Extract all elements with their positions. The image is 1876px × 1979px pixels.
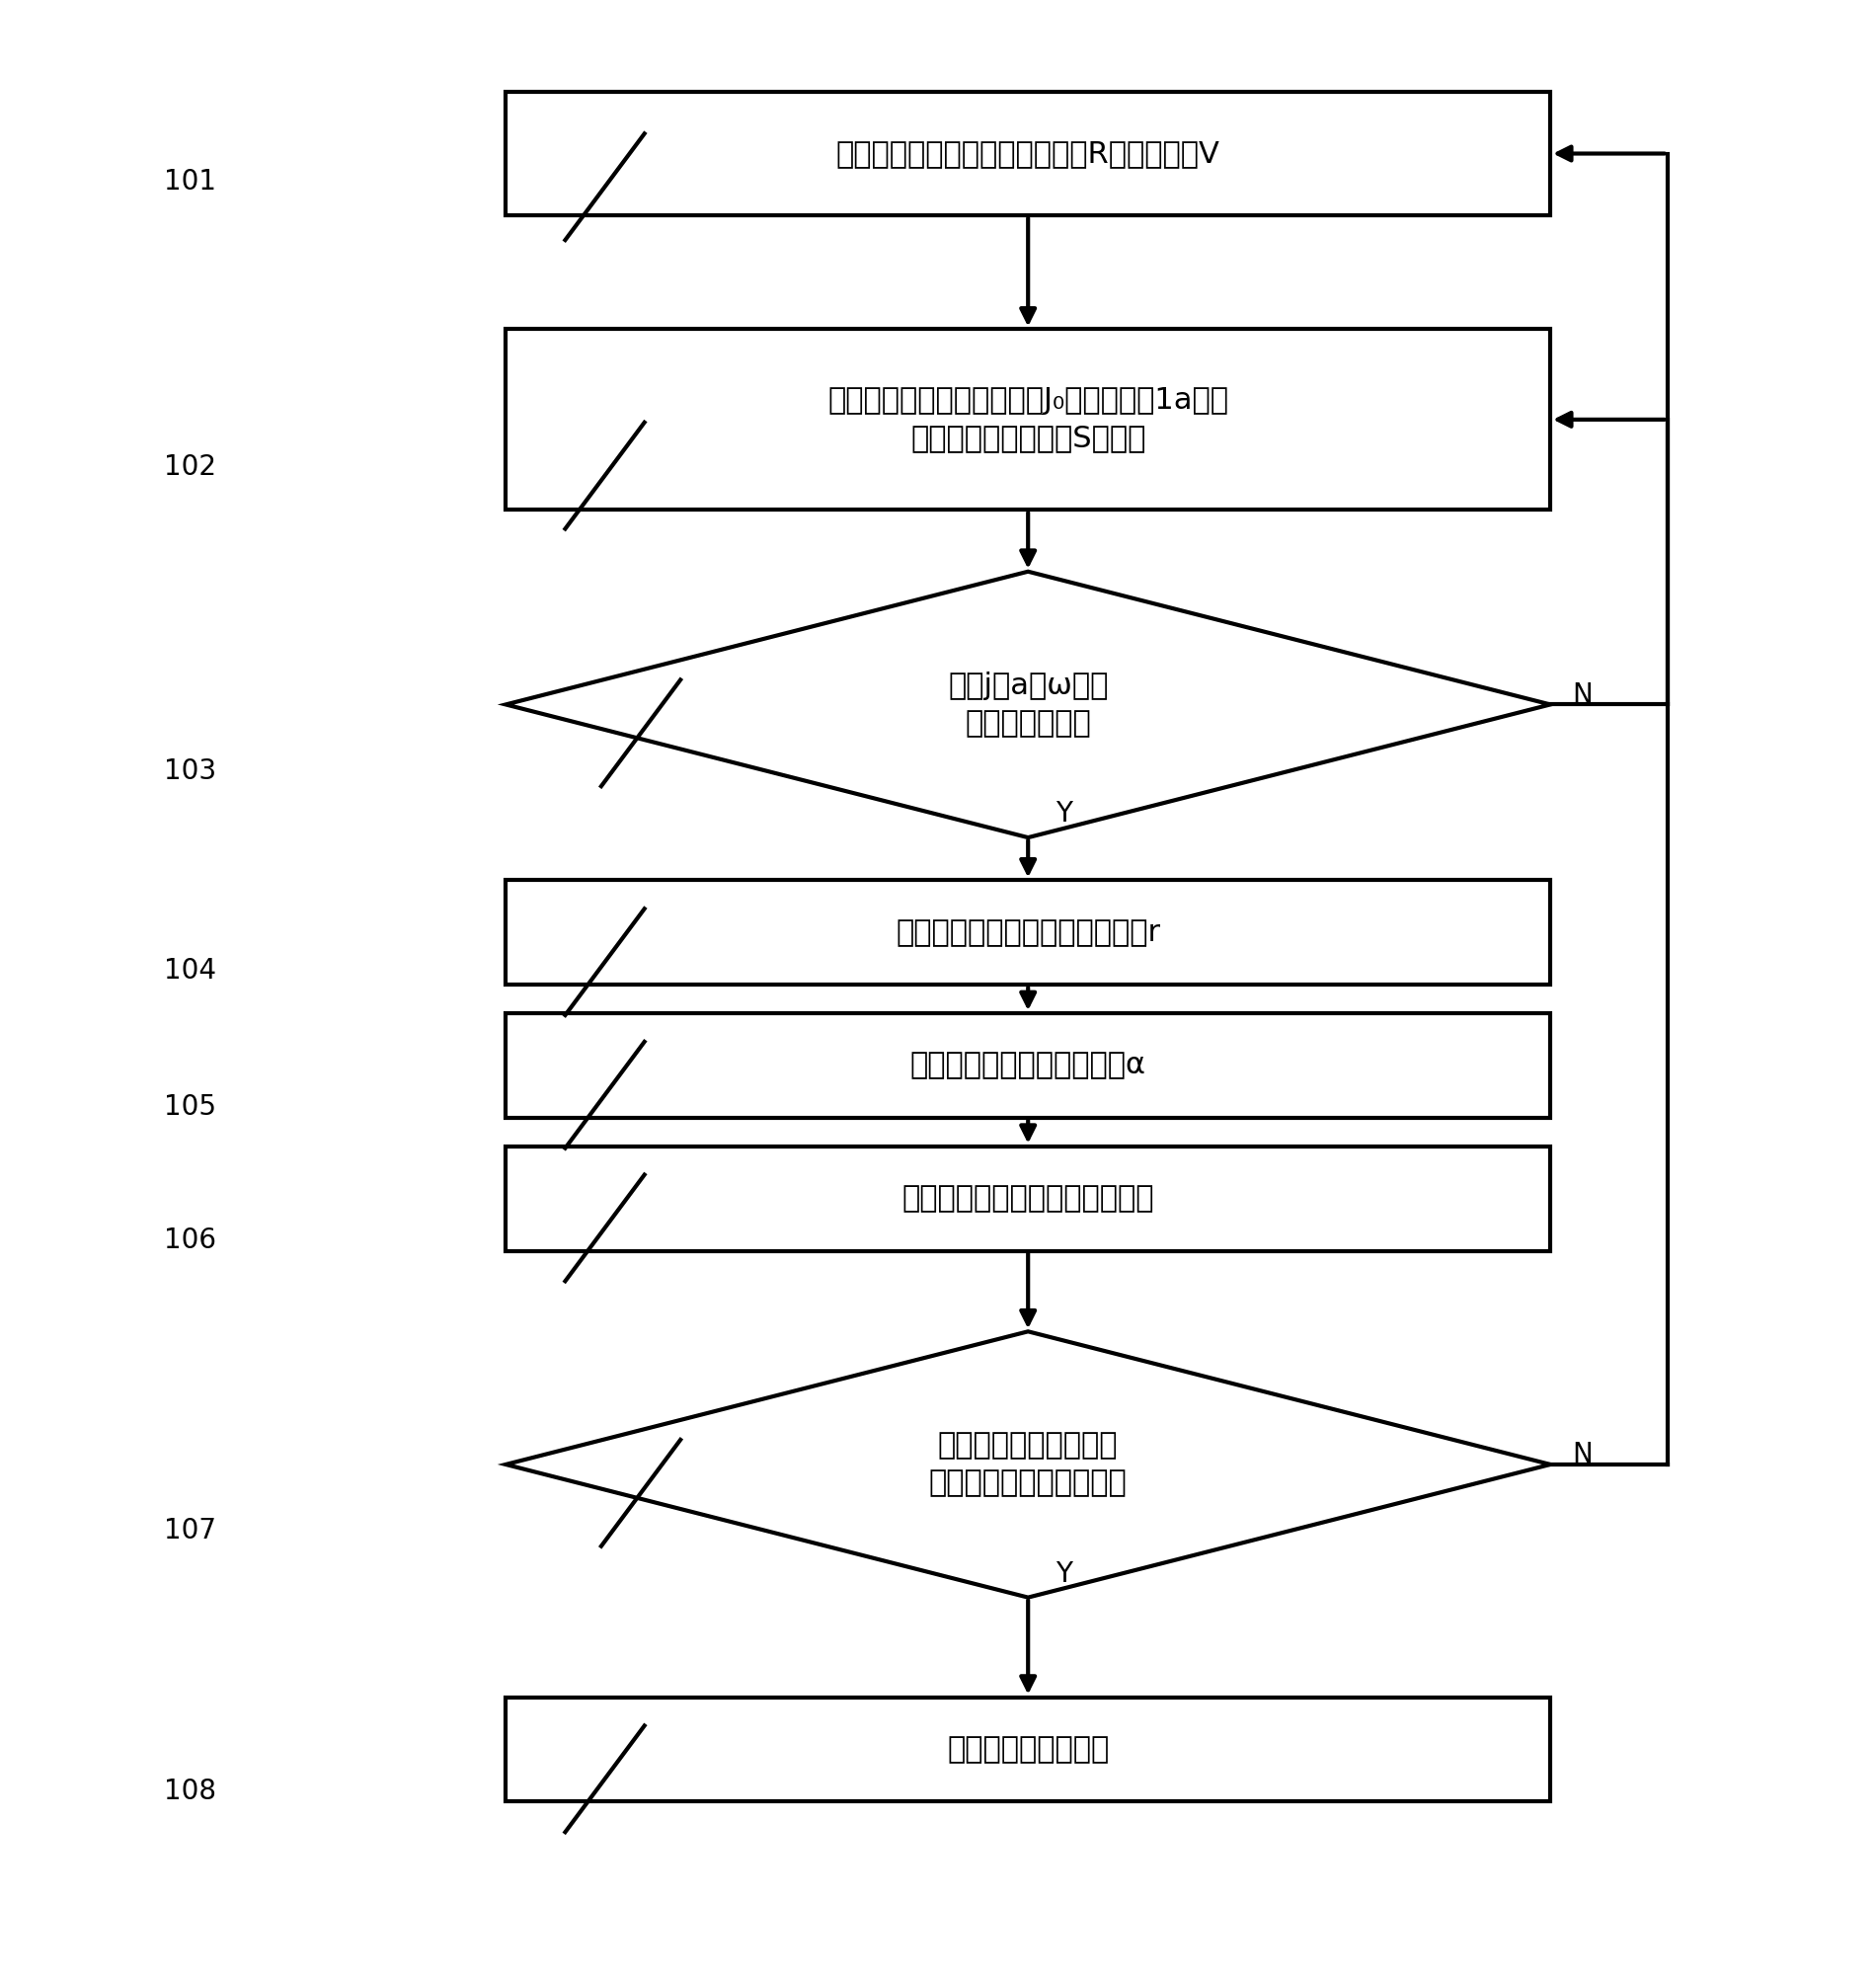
FancyBboxPatch shape	[507, 91, 1550, 216]
Text: 完成缓和路段的设軞: 完成缓和路段的设軞	[947, 1736, 1109, 1763]
Text: 验算j、a、ω是否
满足舒适性要求: 验算j、a、ω是否 满足舒适性要求	[947, 671, 1109, 738]
FancyBboxPatch shape	[507, 1146, 1550, 1251]
Text: N: N	[1572, 1441, 1593, 1468]
Polygon shape	[507, 1332, 1550, 1597]
FancyBboxPatch shape	[507, 329, 1550, 511]
Text: 检验设计出的缓和路段
是否满足场地大小的限制: 检验设计出的缓和路段 是否满足场地大小的限制	[929, 1431, 1127, 1498]
Text: 104: 104	[163, 956, 216, 984]
Text: Y: Y	[1054, 800, 1071, 827]
Text: 108: 108	[163, 1777, 216, 1805]
FancyBboxPatch shape	[507, 881, 1550, 986]
FancyBboxPatch shape	[507, 1698, 1550, 1801]
Text: 计算缓和路段上各点的平面坐标: 计算缓和路段上各点的平面坐标	[902, 1183, 1154, 1213]
Text: 计算缓和路段上各点的曲率半径r: 计算缓和路段上各点的曲率半径r	[895, 918, 1161, 946]
Text: 102: 102	[163, 453, 216, 481]
Text: 计算缓和路段上各点的转角α: 计算缓和路段上各点的转角α	[910, 1051, 1146, 1081]
Text: 103: 103	[163, 758, 216, 786]
FancyBboxPatch shape	[507, 1013, 1550, 1118]
Text: N: N	[1572, 681, 1593, 708]
Text: 101: 101	[163, 168, 216, 196]
Text: 按人体工程学要求选定一个J₀值，再按（1a）式
计算出缓和路段长度S的初值: 按人体工程学要求选定一个J₀值，再按（1a）式 计算出缓和路段长度S的初值	[827, 386, 1229, 453]
Polygon shape	[507, 572, 1550, 837]
Text: 106: 106	[163, 1227, 216, 1255]
Text: 107: 107	[163, 1518, 216, 1546]
Text: Y: Y	[1054, 1559, 1071, 1587]
Text: 105: 105	[163, 1094, 216, 1122]
Text: 由总体方案确定圆曲线路段半径R、设计车速V: 由总体方案确定圆曲线路段半径R、设计车速V	[837, 139, 1219, 168]
